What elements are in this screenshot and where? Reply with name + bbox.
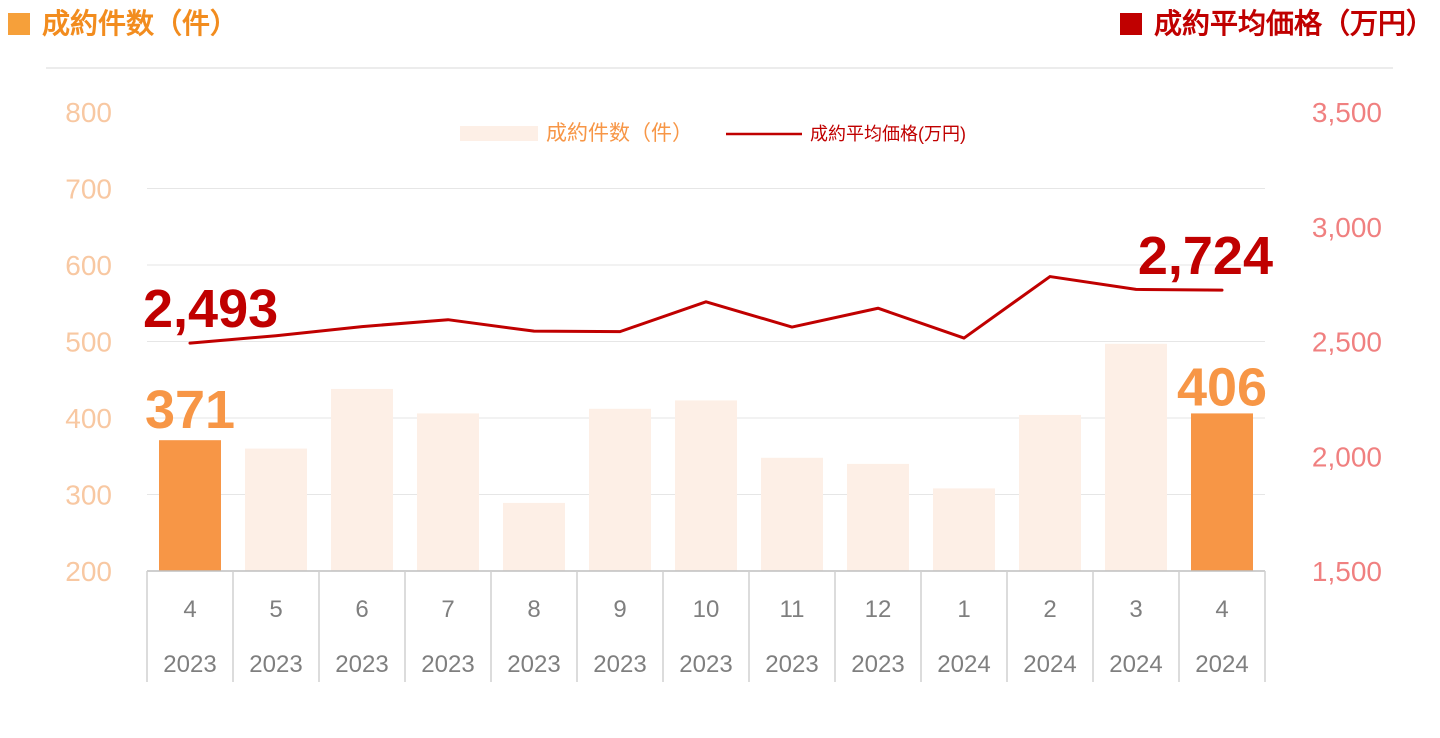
- left-axis-tick-label: 800: [65, 97, 112, 128]
- bar: [1105, 343, 1167, 571]
- bar: [675, 400, 737, 571]
- bar: [933, 488, 995, 571]
- bar: [589, 408, 651, 571]
- left-axis-header: 成約件数（件）: [8, 6, 238, 42]
- x-tick-year-label: 2023: [507, 651, 560, 678]
- left-axis-tick-label: 700: [65, 174, 112, 205]
- legend-line-label: 成約平均価格(万円): [810, 124, 966, 144]
- x-tick-month-label: 6: [355, 596, 368, 623]
- x-tick-month-label: 1: [957, 596, 970, 623]
- left-axis-tick-label: 500: [65, 327, 112, 358]
- legend-bar-swatch: [460, 126, 538, 141]
- x-tick-month-label: 8: [527, 596, 540, 623]
- x-tick-month-label: 11: [780, 596, 805, 623]
- x-tick-year-label: 2023: [765, 651, 818, 678]
- bar: [761, 457, 823, 571]
- left-axis-tick-label: 200: [65, 556, 112, 587]
- right-axis-tick-label: 3,000: [1312, 212, 1382, 243]
- x-tick-year-label: 2023: [163, 651, 216, 678]
- x-tick-month-label: 2: [1043, 596, 1056, 623]
- x-tick-month-label: 4: [183, 596, 196, 623]
- right-axis-tick-label: 2,000: [1312, 441, 1382, 472]
- x-tick-month-label: 9: [613, 596, 626, 623]
- bar: [503, 502, 565, 571]
- line-swatch-icon: [1119, 13, 1142, 35]
- x-tick-year-label: 2023: [593, 651, 646, 678]
- legend-bar-label: 成約件数（件）: [546, 122, 693, 145]
- bar: [417, 413, 479, 571]
- x-tick-year-label: 2024: [1023, 651, 1076, 678]
- bar: [331, 388, 393, 571]
- x-tick-year-label: 2024: [937, 651, 990, 678]
- right-axis-tick-label: 2,500: [1312, 327, 1382, 358]
- x-tick-year-label: 2024: [1195, 651, 1248, 678]
- right-axis-header-label: 成約平均価格（万円）: [1153, 8, 1434, 39]
- x-tick-year-label: 2023: [679, 651, 732, 678]
- right-axis-tick-label: 3,500: [1312, 97, 1382, 128]
- x-tick-month-label: 10: [693, 596, 720, 623]
- right-axis-header: 成約平均価格（万円）: [1119, 6, 1434, 42]
- line-first-data-label: 2,493: [143, 279, 278, 339]
- left-axis-tick-label: 400: [65, 403, 112, 434]
- x-tick-year-label: 2023: [249, 651, 302, 678]
- x-tick-month-label: 4: [1215, 596, 1228, 623]
- bar: [847, 463, 909, 571]
- bar-highlight: [159, 440, 221, 571]
- x-tick-year-label: 2023: [421, 651, 474, 678]
- right-axis-tick-label: 1,500: [1312, 556, 1382, 587]
- x-tick-year-label: 2023: [335, 651, 388, 678]
- bar: [245, 448, 307, 571]
- x-tick-month-label: 7: [441, 596, 454, 623]
- bar-last-data-label: 406: [1177, 357, 1267, 417]
- left-axis-tick-label: 600: [65, 250, 112, 281]
- x-tick-year-label: 2023: [851, 651, 904, 678]
- x-tick-month-label: 12: [865, 596, 892, 623]
- line-last-data-label: 2,724: [1138, 226, 1273, 286]
- bar-first-data-label: 371: [145, 380, 235, 440]
- x-tick-year-label: 2024: [1109, 651, 1162, 678]
- bar-swatch-icon: [8, 13, 30, 35]
- price-line: [188, 275, 1224, 345]
- x-tick-month-label: 5: [269, 596, 282, 623]
- bar-highlight: [1191, 413, 1253, 571]
- x-tick-month-label: 3: [1129, 596, 1142, 623]
- left-axis-tick-label: 300: [65, 480, 112, 511]
- bar: [1019, 414, 1081, 571]
- left-axis-header-label: 成約件数（件）: [42, 8, 239, 39]
